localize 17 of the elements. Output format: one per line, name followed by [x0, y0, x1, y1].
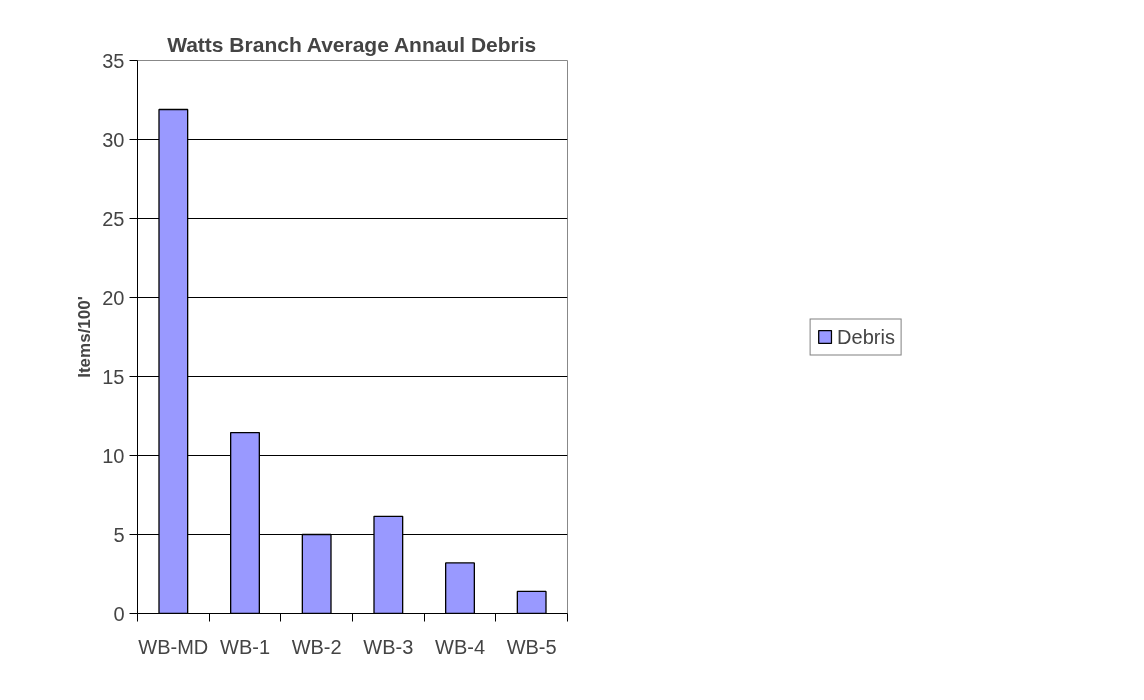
x-tick-label: WB-4 — [435, 635, 485, 658]
legend-label: Debris — [837, 325, 895, 348]
y-tick-label: 35 — [102, 49, 125, 72]
y-tick-label: 25 — [102, 207, 125, 230]
chart-title: Watts Branch Average Annaul Debris — [167, 32, 537, 56]
x-tick-label: WB-1 — [220, 635, 270, 658]
y-tick-label: 20 — [102, 286, 125, 309]
y-axis-title: Items/100' — [75, 296, 95, 378]
x-tick-label: WB-5 — [506, 635, 557, 658]
x-tick-label: WB-MD — [138, 635, 209, 658]
x-tick-label: WB-2 — [291, 635, 342, 658]
y-tick-label: 30 — [102, 128, 125, 151]
y-tick-label: 15 — [102, 365, 125, 388]
y-tick-label: 10 — [102, 444, 125, 467]
y-tick-label: 5 — [113, 523, 125, 546]
x-tick-label: WB-3 — [363, 635, 414, 658]
y-tick-label: 0 — [113, 602, 125, 625]
